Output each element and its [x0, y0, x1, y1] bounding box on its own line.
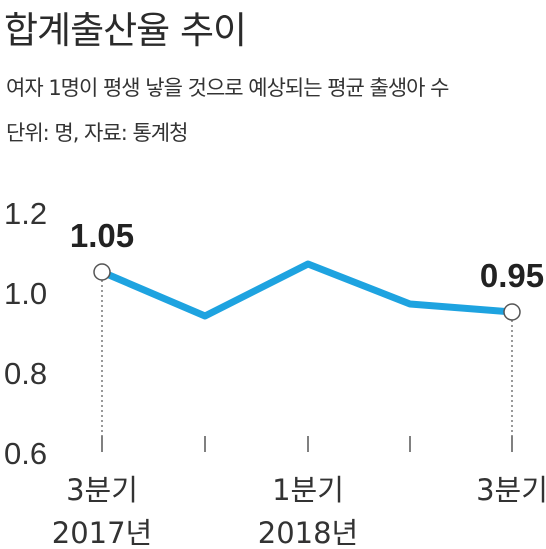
x-tick-label: 1분기	[272, 473, 344, 507]
series-line	[98, 260, 516, 320]
chart-title: 합계출산율 추이	[4, 9, 247, 52]
data-point-marker	[503, 303, 521, 321]
x-tick-year-label: 2017년	[52, 516, 152, 549]
x-tick-label: 3분기	[66, 473, 138, 507]
x-tick-year-label: 2018년	[258, 516, 358, 549]
y-tick-label: 0.8	[4, 356, 47, 391]
chart-source-note: 단위: 명, 자료: 통계청	[6, 121, 188, 145]
data-label: 0.95	[480, 257, 544, 294]
data-label: 1.05	[70, 217, 134, 254]
x-tick-label: 3분기	[476, 473, 546, 507]
y-tick-label: 0.6	[4, 436, 47, 471]
data-point-marker	[93, 263, 111, 281]
y-tick-label: 1.2	[4, 196, 47, 231]
y-tick-label: 1.0	[4, 276, 47, 311]
chart-subtitle: 여자 1명이 평생 낳을 것으로 예상되는 평균 출생아 수	[6, 76, 449, 100]
